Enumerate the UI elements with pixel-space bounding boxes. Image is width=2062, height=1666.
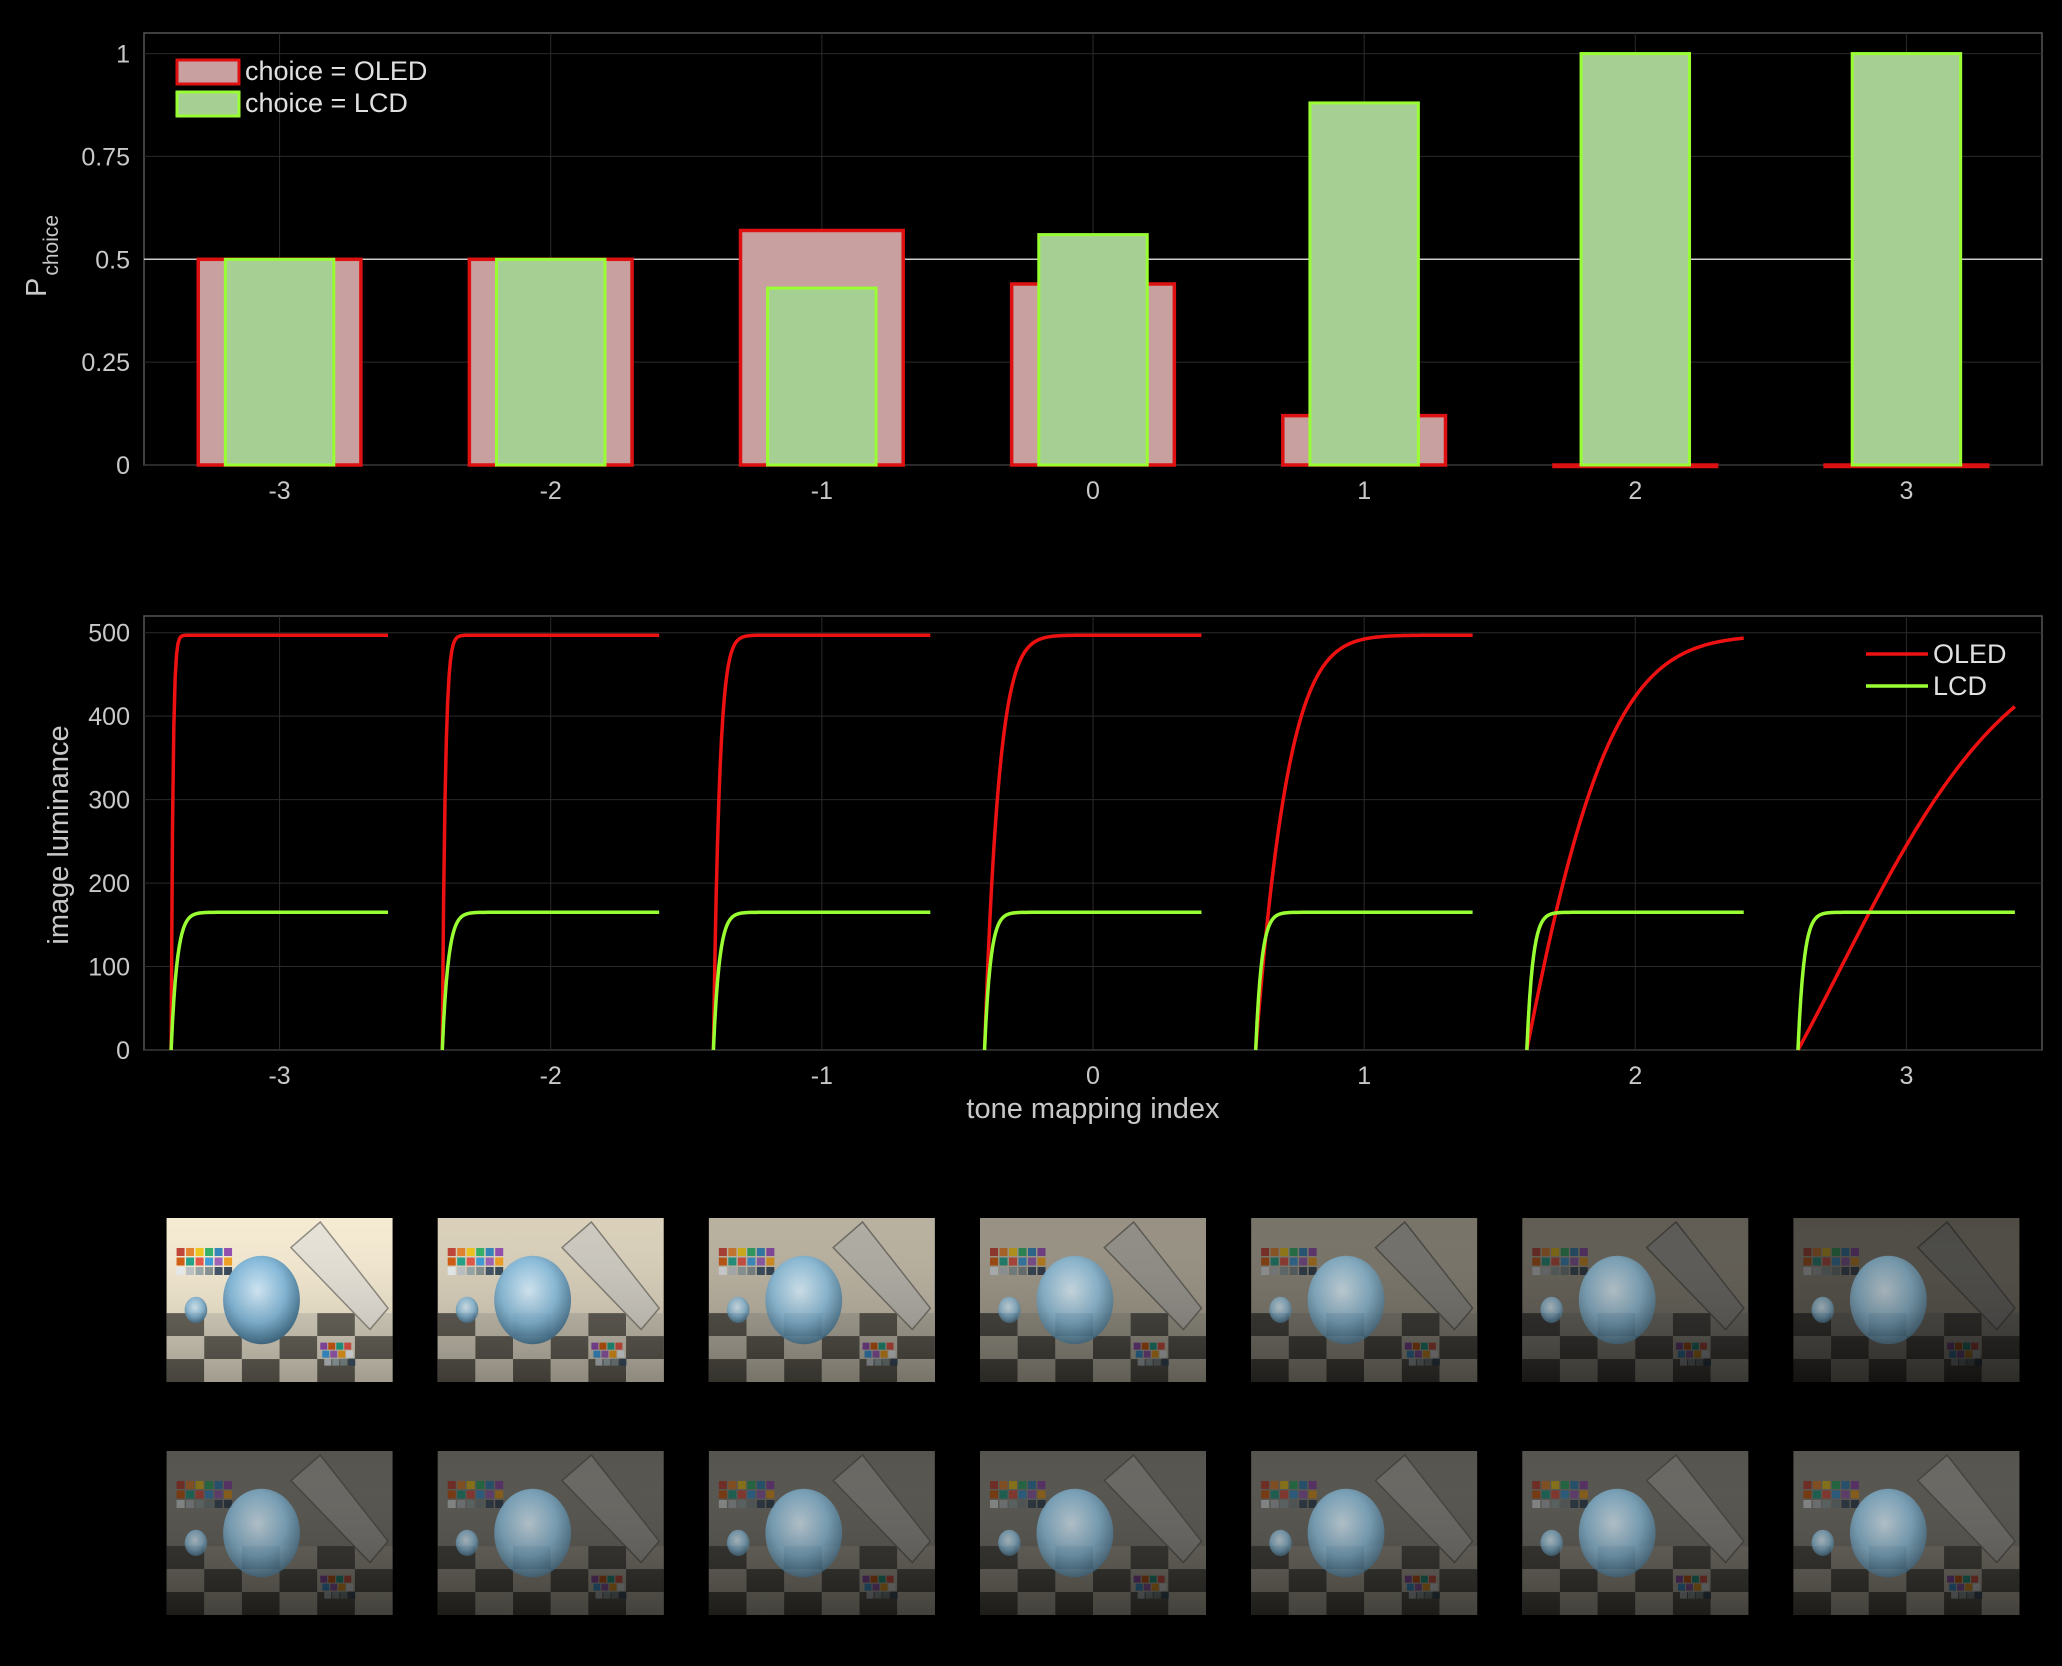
thumbnail-image — [437, 1451, 664, 1615]
legend-label-oled-line: OLED — [1933, 639, 2007, 669]
chart2-y-axis-label: image luminance — [43, 725, 75, 944]
thumbnail-shading — [437, 1451, 664, 1615]
line-lcd — [711, 910, 931, 1051]
chart2-y-tick-label: 400 — [88, 703, 130, 731]
thumbnail-image — [1793, 1218, 2020, 1382]
chart2-y-tick-label: 500 — [88, 620, 130, 648]
thumbnail-shading — [1251, 1218, 1478, 1382]
thumbnail-shading — [1522, 1218, 1749, 1382]
line-oled — [1525, 636, 1744, 1051]
thumbnail-shading — [1522, 1451, 1749, 1615]
chart1-y-tick-label: 1 — [116, 41, 130, 69]
thumbnail-image — [708, 1218, 935, 1382]
chart2-x-tick-label: 1 — [1357, 1062, 1371, 1090]
choice-probability-bar-chart: 0 0.25 0.5 0.75 1 -3 -2 -1 0 1 2 3 Pchoice choice … — [21, 32, 2043, 505]
chart1-bars — [196, 52, 1990, 469]
chart1-y-axis-label-sub: choice — [40, 215, 63, 276]
chart1-x-tick-label: -1 — [811, 477, 833, 505]
line-lcd — [440, 910, 660, 1051]
line-oled — [440, 633, 660, 1051]
legend-swatch-lcd — [175, 90, 241, 118]
chart2-x-tick-label: -1 — [811, 1062, 833, 1090]
chart1-y-tick-label: 0.5 — [95, 246, 130, 274]
chart1-legend: choice = OLED choice = LCD — [175, 56, 427, 118]
line-oled — [169, 633, 389, 1051]
line-lcd — [1796, 910, 2015, 1051]
line-lcd — [169, 910, 389, 1051]
chart1-y-ticks: 0 0.25 0.5 0.75 1 — [81, 41, 130, 480]
chart2-legend: OLED LCD — [1866, 639, 2007, 701]
thumbnail-image — [1522, 1451, 1749, 1615]
line-oled — [1796, 705, 2017, 1051]
chart2-y-ticks: 0 100 200 300 400 500 — [88, 620, 130, 1065]
rendered-image-thumbnails — [166, 1218, 2020, 1615]
thumbnail-shading — [1793, 1218, 2020, 1382]
bar-lcd — [223, 257, 336, 467]
thumbnail-image — [980, 1218, 1206, 1382]
thumbnail-image — [1251, 1218, 1478, 1382]
thumbnail-shading — [980, 1451, 1206, 1615]
bar-lcd — [1850, 52, 1963, 467]
bar-lcd — [1308, 101, 1420, 467]
thumbnail-image — [166, 1451, 393, 1615]
thumbnail-image — [1793, 1451, 2020, 1615]
chart2-y-tick-label: 100 — [88, 954, 130, 982]
thumbnail-shading — [1251, 1451, 1478, 1615]
chart1-y-tick-label: 0.75 — [81, 143, 130, 171]
chart2-lines — [169, 633, 2017, 1051]
line-lcd — [1253, 910, 1473, 1051]
chart1-y-axis-label-main: P — [21, 278, 53, 297]
chart1-x-tick-label: -3 — [268, 477, 290, 505]
thumbnail-shading — [1793, 1451, 2020, 1615]
line-lcd — [1525, 910, 1744, 1051]
bar-lcd — [1037, 233, 1149, 467]
thumbnail-shading — [980, 1218, 1206, 1382]
legend-label-lcd: choice = LCD — [245, 88, 408, 118]
chart2-x-tick-label: 0 — [1086, 1062, 1100, 1090]
thumbnail-image — [437, 1218, 664, 1382]
line-oled — [711, 633, 931, 1051]
thumbnail-shading — [708, 1218, 935, 1382]
chart2-x-tick-label: -3 — [268, 1062, 290, 1090]
chart1-y-tick-label: 0.25 — [81, 349, 130, 377]
chart1-y-tick-label: 0 — [116, 452, 130, 480]
line-oled — [1253, 633, 1473, 1051]
thumbnail-shading — [437, 1218, 664, 1382]
chart1-x-tick-label: 1 — [1357, 477, 1371, 505]
bar-lcd — [766, 286, 878, 467]
chart1-x-tick-label: 0 — [1086, 477, 1100, 505]
thumbnail-image — [980, 1451, 1206, 1615]
legend-label-oled: choice = OLED — [245, 56, 427, 86]
chart2-y-tick-label: 300 — [88, 787, 130, 815]
chart1-x-tick-label: -2 — [540, 477, 562, 505]
thumbnail-shading — [166, 1218, 393, 1382]
chart1-x-tick-label: 3 — [1899, 477, 1913, 505]
bar-lcd — [494, 257, 607, 467]
line-lcd — [982, 910, 1202, 1051]
chart2-x-ticks: -3 -2 -1 0 1 2 3 — [268, 1062, 1913, 1090]
chart2-x-axis-label: tone mapping index — [966, 1093, 1220, 1125]
chart1-x-ticks: -3 -2 -1 0 1 2 3 — [268, 477, 1913, 505]
thumbnail-shading — [708, 1451, 935, 1615]
thumbnail-shading — [166, 1451, 393, 1615]
luminance-line-chart: 0 100 200 300 400 500 -3 -2 -1 0 1 2 3 image lumina… — [43, 615, 2043, 1125]
chart1-y-axis-label: Pchoice — [21, 215, 63, 297]
chart2-x-tick-label: -2 — [540, 1062, 562, 1090]
chart2-y-tick-label: 0 — [116, 1037, 130, 1065]
thumbnail-image — [166, 1218, 393, 1382]
legend-label-lcd-line: LCD — [1933, 671, 1987, 701]
legend-swatch-oled — [175, 58, 241, 86]
chart2-y-tick-label: 200 — [88, 870, 130, 898]
chart2-x-tick-label: 3 — [1899, 1062, 1913, 1090]
line-oled — [982, 633, 1202, 1051]
thumbnail-image — [708, 1451, 935, 1615]
chart1-x-tick-label: 2 — [1628, 477, 1642, 505]
chart2-x-tick-label: 2 — [1628, 1062, 1642, 1090]
chart2-grid — [144, 616, 2042, 1051]
bar-lcd — [1579, 52, 1692, 467]
thumbnail-image — [1251, 1451, 1478, 1615]
thumbnail-image — [1522, 1218, 1749, 1382]
